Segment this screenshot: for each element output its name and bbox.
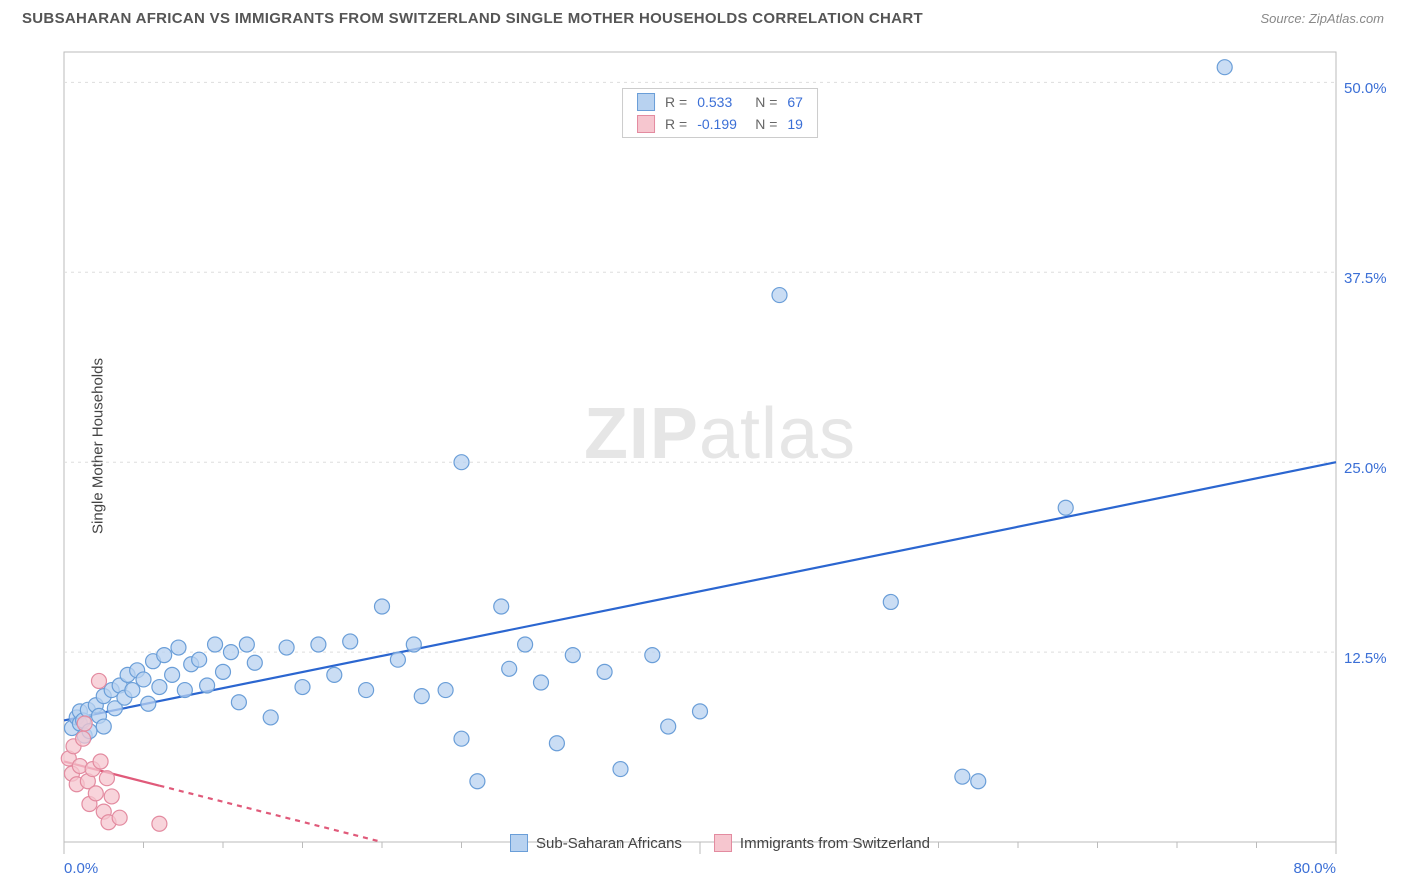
legend-label-1: Sub-Saharan Africans: [536, 835, 682, 852]
legend-stats: R = 0.533 N = 67 R = -0.199 N = 19: [622, 88, 818, 138]
n-value-2: 19: [787, 116, 803, 132]
legend-stats-row-2: R = -0.199 N = 19: [623, 113, 817, 135]
y-tick-label: 12.5%: [1344, 650, 1387, 667]
scatter-chart: [50, 40, 1390, 860]
r-value-1: 0.533: [697, 94, 745, 110]
legend-item-1: Sub-Saharan Africans: [510, 834, 682, 852]
y-tick-label: 50.0%: [1344, 80, 1387, 97]
y-tick-label: 25.0%: [1344, 460, 1387, 477]
legend-label-2: Immigrants from Switzerland: [740, 835, 930, 852]
n-value-1: 67: [787, 94, 803, 110]
legend-swatch-series-2: [714, 834, 732, 852]
r-value-2: -0.199: [697, 116, 745, 132]
source-label: Source: ZipAtlas.com: [1260, 11, 1384, 26]
legend-swatch-series-1: [510, 834, 528, 852]
x-axis-start-label: 0.0%: [64, 860, 98, 877]
n-label-2: N =: [755, 116, 777, 132]
legend-swatch-2: [637, 115, 655, 133]
x-axis-end-label: 80.0%: [1293, 860, 1336, 877]
legend-item-2: Immigrants from Switzerland: [714, 834, 930, 852]
n-label-1: N =: [755, 94, 777, 110]
legend-series: Sub-Saharan Africans Immigrants from Swi…: [510, 834, 930, 852]
legend-swatch-1: [637, 93, 655, 111]
legend-stats-row-1: R = 0.533 N = 67: [623, 91, 817, 113]
chart-title: SUBSAHARAN AFRICAN VS IMMIGRANTS FROM SW…: [22, 10, 923, 27]
r-label-2: R =: [665, 116, 687, 132]
r-label-1: R =: [665, 94, 687, 110]
y-tick-label: 37.5%: [1344, 270, 1387, 287]
